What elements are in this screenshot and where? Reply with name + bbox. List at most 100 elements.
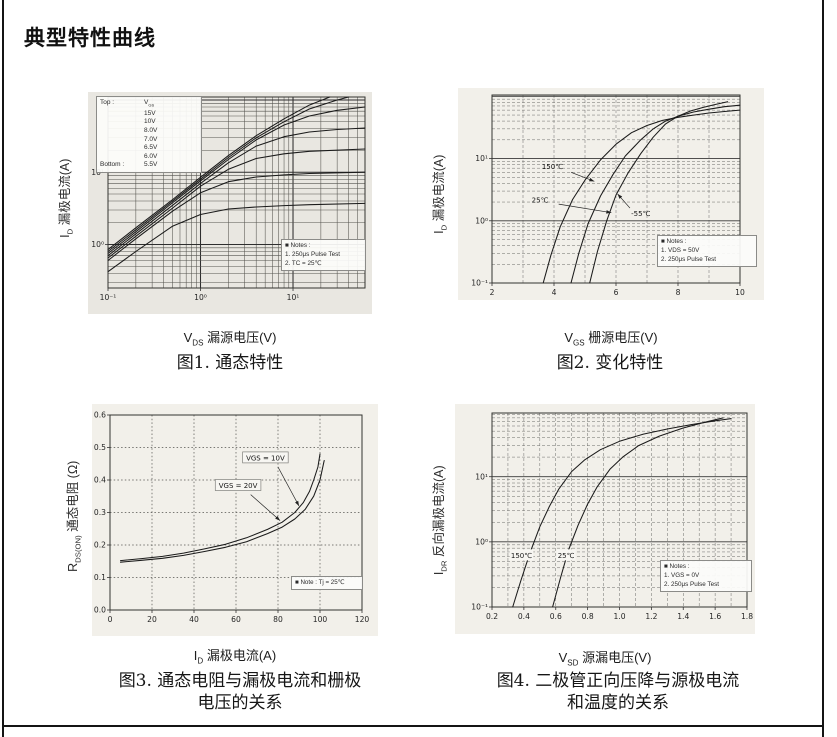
page-border-bottom <box>2 725 824 727</box>
curve-label: 25℃ <box>532 197 549 205</box>
y-tick-label: 0.2 <box>94 541 106 550</box>
curve-label: 25℃ <box>558 552 575 560</box>
x-tick-label: 20 <box>147 615 157 624</box>
x-tick-label: 10⁻¹ <box>100 293 117 302</box>
y-tick-label: 0.1 <box>94 573 106 582</box>
fig3-x-symbol: I <box>193 648 198 663</box>
fig2-x-axis-label: VGS 栅源电压(V) <box>458 327 764 348</box>
fig2-x-symbol: V <box>564 330 574 345</box>
caption-line: 图4. 二极管正向压降与源极电流 <box>496 671 740 691</box>
x-tick-label: 1.0 <box>613 612 625 621</box>
x-tick-label: 100 <box>313 615 328 624</box>
x-tick-label: 0.8 <box>582 612 594 621</box>
scan-background <box>92 404 378 636</box>
caption-line: 图3. 通态电阻与漏极电流和栅极 <box>118 671 362 691</box>
label-arrowhead <box>275 515 281 521</box>
page-border-right <box>822 0 824 737</box>
legend-row: 7.0V <box>100 136 198 145</box>
fig4-y-axis-label: IDR 反向漏极电流(A) <box>428 440 449 600</box>
fig4-x-text: 源漏电压(V) <box>578 650 652 665</box>
curve-label: VGS = 10V <box>246 454 285 462</box>
legend-header: VGS <box>134 99 198 110</box>
fig2-notes: ■ Notes : 1. VDS = 50V 2. 250μs Pulse Te… <box>657 235 757 268</box>
label-arrowhead <box>295 500 299 506</box>
x-tick-label: 0.6 <box>550 612 562 621</box>
x-tick-label: 2 <box>490 288 495 297</box>
legend-row: 6.0V <box>100 153 198 162</box>
y-tick-label: 10¹ <box>475 472 488 481</box>
label-arrowhead <box>617 193 623 199</box>
legend-row: 8.0V <box>100 127 198 136</box>
note-line: 1. VDS = 50V <box>661 246 700 254</box>
fig2-y-symbol: I <box>431 230 446 234</box>
fig2-x-subscript: GS <box>573 338 585 348</box>
fig3-note: ■ Note : Tj = 25℃ <box>291 576 363 590</box>
x-tick-label: 1.4 <box>677 612 689 621</box>
fig4-notes: ■ Notes : 1. VGS = 0V 2. 250μs Pulse Tes… <box>660 560 752 593</box>
label-background <box>556 549 576 561</box>
series-VGS=20V <box>119 459 325 563</box>
fig3-y-subscript: DS(ON) <box>73 535 83 563</box>
chart-4-canvas: 0.2 0.4 0.6 0.8 1.0 1.2 1.4 1.6 1.8 10⁻¹ 10⁰ 10¹ 150… <box>455 404 755 634</box>
caption-line: 图1. 通态特性 <box>176 353 284 373</box>
fig1-caption: 图1. 通态特性 <box>60 352 400 374</box>
label-background <box>509 549 534 561</box>
legend-item: 6.5V <box>144 144 158 152</box>
x-tick-label: 1.8 <box>741 612 753 621</box>
label-arrow <box>277 466 300 507</box>
fig1-x-axis-label: VDS 漏源电压(V) <box>88 327 372 348</box>
legend-item: 6.0V <box>144 152 158 160</box>
page-title: 典型特性曲线 <box>24 25 156 50</box>
note-line: ■ Note : Tj = 25℃ <box>295 579 345 586</box>
figure-4-plot: 0.2 0.4 0.6 0.8 1.0 1.2 1.4 1.6 1.8 10⁻¹ 10⁰ 10¹ 150… <box>455 404 755 634</box>
fig1-notes: ■ Notes : 1. 250μs Pulse Test 2. TC = 25… <box>281 239 366 272</box>
figure-1-plot: 10⁻¹10⁰10¹10⁰10¹ Top :VGS 15V 10V 8.0V 7… <box>88 92 372 314</box>
fig2-caption: 图2. 变化特性 <box>430 352 790 374</box>
y-tick-label: 0.5 <box>94 443 106 452</box>
fig2-y-text: 漏极电流(A) <box>431 154 446 225</box>
fig2-y-subscript: D <box>439 224 449 231</box>
legend-bottom-label: Bottom : <box>100 161 125 169</box>
x-tick-label: 1.6 <box>709 612 721 621</box>
label-arrowhead <box>588 177 595 182</box>
series-VGS=6.0V <box>107 171 366 262</box>
note-line: 2. 250μs Pulse Test <box>661 255 716 263</box>
note-line: ■ Notes : <box>664 563 690 570</box>
caption-line: 和温度的关系 <box>567 693 669 713</box>
x-tick-label: 60 <box>231 615 241 624</box>
fig1-y-text: 漏极电流(A) <box>57 158 72 229</box>
y-tick-label: 10⁰ <box>475 537 488 546</box>
note-line: 1. 250μs Pulse Test <box>285 250 340 258</box>
label-arrow <box>250 494 281 521</box>
fig4-y-subscript: DR <box>439 560 449 572</box>
x-tick-label: 0 <box>108 615 113 624</box>
label-arrow <box>558 203 612 214</box>
series-150℃ <box>542 109 741 284</box>
legend-bottom-value: 5.5V <box>144 161 158 169</box>
y-tick-label: 0.6 <box>94 411 106 420</box>
fig4-x-symbol: V <box>558 650 568 665</box>
fig1-y-symbol: I <box>57 234 72 238</box>
plot-frame <box>107 96 366 289</box>
fig1-y-subscript: D <box>65 228 75 235</box>
curve-label: 150℃ <box>542 163 563 171</box>
scan-background <box>458 88 764 300</box>
caption-line: 电压的关系 <box>197 693 283 713</box>
x-tick-label: 0.2 <box>486 612 498 621</box>
legend-top-label: Top : <box>100 99 115 106</box>
series-VGS=8.0V <box>107 106 366 255</box>
series-VGS=5.5V <box>107 202 366 273</box>
chart-2-canvas: 2 4 6 8 10 10⁻¹ 10⁰ 10¹ 150℃ 25℃ -55℃ <box>458 88 764 300</box>
note-line: 2. 250μs Pulse Test <box>664 580 719 588</box>
x-tick-label: 80 <box>273 615 283 624</box>
scan-background <box>455 404 755 634</box>
x-tick-label: 1.2 <box>645 612 657 621</box>
legend-row: 10V <box>100 118 198 127</box>
figure-2-plot: 2 4 6 8 10 10⁻¹ 10⁰ 10¹ 150℃ 25℃ -55℃ ■ Notes : 1.… <box>458 88 764 300</box>
fig4-y-text: 反向漏极电流(A) <box>431 465 446 561</box>
legend-header-subscript: GS <box>148 102 155 108</box>
label-background <box>242 451 289 464</box>
fig3-x-subscript: D <box>197 656 204 666</box>
fig1-gate-voltage-legend: Top : VGS 15V 10V 8.0V 7.0V 6.5V 6.0V Bot… <box>96 96 202 174</box>
